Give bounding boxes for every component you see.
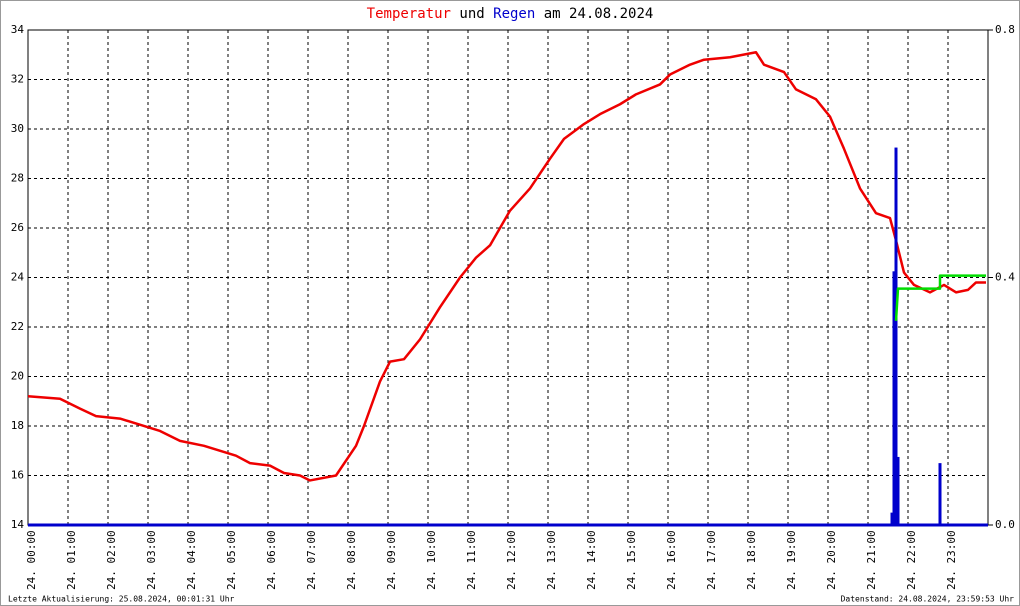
y-tick-label: 30 bbox=[11, 122, 24, 135]
x-tick-label: 24. 07:00 bbox=[305, 530, 318, 590]
x-tick-label: 24. 12:00 bbox=[505, 530, 518, 590]
x-tick-label: 24. 13:00 bbox=[545, 530, 558, 590]
x-tick-label: 24. 19:00 bbox=[785, 530, 798, 590]
y-tick-label: 20 bbox=[11, 370, 24, 383]
x-tick-label: 24. 14:00 bbox=[585, 530, 598, 590]
y-tick-label: 14 bbox=[11, 518, 25, 531]
footer-left: Letzte Aktualisierung: 25.08.2024, 00:01… bbox=[8, 595, 235, 604]
x-tick-label: 24. 06:00 bbox=[265, 530, 278, 590]
x-tick-label: 24. 20:00 bbox=[825, 530, 838, 590]
x-tick-label: 24. 01:00 bbox=[65, 530, 78, 590]
y2-tick-label: 0.4 bbox=[995, 271, 1015, 284]
rain-bar bbox=[892, 271, 896, 525]
x-tick-label: 24. 03:00 bbox=[145, 530, 158, 590]
x-tick-label: 24. 08:00 bbox=[345, 530, 358, 590]
rain-sum-line bbox=[894, 274, 986, 321]
x-tick-label: 24. 09:00 bbox=[385, 530, 398, 590]
y-tick-label: 28 bbox=[11, 172, 24, 185]
y-tick-label: 18 bbox=[11, 419, 24, 432]
x-tick-label: 24. 15:00 bbox=[625, 530, 638, 590]
title-part: Temperatur bbox=[367, 6, 451, 22]
rain-bar bbox=[938, 463, 942, 525]
x-tick-label: 24. 04:00 bbox=[185, 530, 198, 590]
x-tick-label: 24. 18:00 bbox=[745, 530, 758, 590]
x-tick-label: 24. 10:00 bbox=[425, 530, 438, 590]
y-tick-label: 26 bbox=[11, 221, 24, 234]
x-tick-label: 24. 23:00 bbox=[945, 530, 958, 590]
x-tick-label: 24. 05:00 bbox=[225, 530, 238, 590]
x-tick-label: 24. 21:00 bbox=[865, 530, 878, 590]
y2-tick-label: 0.0 bbox=[995, 518, 1015, 531]
x-tick-label: 24. 11:00 bbox=[465, 530, 478, 590]
y-tick-label: 24 bbox=[11, 271, 25, 284]
rain-bar bbox=[896, 456, 900, 525]
x-tick-label: 24. 16:00 bbox=[665, 530, 678, 590]
y-tick-label: 22 bbox=[11, 320, 24, 333]
x-tick-label: 24. 17:00 bbox=[705, 530, 718, 590]
x-tick-label: 24. 02:00 bbox=[105, 530, 118, 590]
chart-title: Temperatur und Regen am 24.08.2024 bbox=[367, 6, 654, 22]
y-tick-label: 34 bbox=[11, 23, 25, 36]
temperature-line bbox=[27, 51, 986, 482]
title-part: Regen bbox=[493, 6, 535, 22]
rain-bar bbox=[894, 147, 898, 525]
x-tick-label: 24. 00:00 bbox=[25, 530, 38, 590]
title-part: am 24.08.2024 bbox=[544, 6, 654, 22]
footer-right: Datenstand: 24.08.2024, 23:59:53 Uhr bbox=[841, 595, 1015, 604]
y-tick-label: 32 bbox=[11, 73, 24, 86]
title-part: und bbox=[459, 6, 484, 22]
y-tick-label: 16 bbox=[11, 469, 24, 482]
x-tick-label: 24. 22:00 bbox=[905, 530, 918, 590]
rain-bar bbox=[890, 512, 894, 525]
y2-tick-label: 0.8 bbox=[995, 23, 1015, 36]
